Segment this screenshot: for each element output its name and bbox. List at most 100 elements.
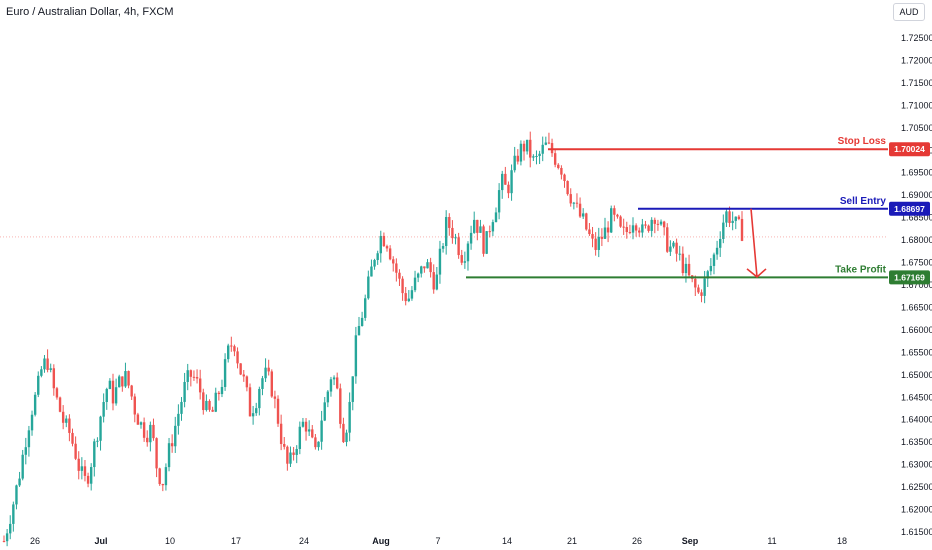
candle-body [80,466,84,471]
candle-body [634,225,638,231]
candle-body [441,246,445,249]
candle-body [329,379,333,392]
candle-body [572,202,576,204]
candle-body [164,467,168,486]
candle-body [628,232,632,234]
candle-body [650,219,653,231]
candle-body [360,317,364,326]
candle-body [317,441,320,448]
candle-body [86,475,90,484]
candle-body [588,229,591,235]
y-tick-label: 1.65500 [901,347,932,357]
level-price-label: 1.70024 [894,144,925,154]
currency-button[interactable]: AUD [893,3,925,21]
candle-body [339,388,342,424]
y-tick-label: 1.67500 [901,258,932,268]
candle-body [214,392,217,412]
candle-body [258,388,261,409]
candle-body [401,278,404,294]
candle-body [416,273,420,278]
candle-body [451,227,454,239]
candle-body [538,153,541,156]
candle-body [121,376,124,387]
candle-body [127,371,130,386]
candle-body [709,265,713,272]
y-tick-label: 1.72500 [901,33,932,43]
candle-body [647,225,650,231]
candle-body [255,408,258,414]
candle-body [494,212,498,223]
candle-body [348,401,351,433]
candle-body [273,396,277,399]
candle-body [139,422,143,425]
candle-body [52,368,56,389]
candle-body [532,156,535,158]
candle-body [12,504,15,524]
candle-body [550,143,554,154]
candle-body [438,248,442,275]
x-tick-label: Aug [372,536,390,546]
candle-body [242,374,245,377]
candle-body [158,468,161,485]
candle-body [111,380,115,404]
y-tick-label: 1.69500 [901,168,932,178]
candle-body [136,414,140,425]
candle-body [669,246,672,252]
candle-body [357,325,361,336]
candle-body [591,234,594,239]
candle-body [202,392,205,411]
candle-body [289,452,292,464]
candle-body [192,376,196,378]
candle-body [108,380,112,389]
candle-body [603,227,607,239]
candle-body [205,400,208,411]
candle-body [619,216,622,227]
candle-body [653,219,657,224]
candle-body [662,221,666,228]
candle-body [74,443,77,459]
candle-body [314,437,317,448]
candle-body [581,213,585,217]
candle-body [666,227,669,252]
x-tick-label: 24 [299,536,309,546]
y-tick-label: 1.64000 [901,415,932,425]
y-tick-label: 1.69000 [901,190,932,200]
candle-body [725,211,728,223]
candle-body [211,409,214,412]
y-tick-label: 1.68500 [901,213,932,223]
candle-body [734,216,737,221]
candle-body [525,139,529,152]
candle-body [155,438,158,469]
candle-body [678,253,681,255]
candle-body [519,143,523,162]
candle-body [694,278,697,288]
candle-body [198,378,202,393]
candle-body [482,226,485,254]
candle-body [392,259,395,264]
candle-body [510,170,513,194]
x-tick-label: Jul [94,536,107,546]
x-tick-label: 14 [502,536,512,546]
candle-body [385,246,389,249]
candle-body [326,391,330,403]
candle-body [675,242,678,254]
candle-body [522,143,526,152]
candle-body [65,418,68,423]
levels: Stop Loss 1.70024 Sell Entry 1.68697 Take Pr… [0,136,930,285]
candle-body [395,263,398,273]
candle-body [46,358,49,370]
candle-body [208,400,211,410]
candle-body [728,211,731,224]
candle-body [149,424,152,443]
candle-body [566,181,569,195]
candle-body [99,416,102,441]
y-tick-label: 1.65000 [901,370,932,380]
candle-body [610,208,613,233]
candle-body [426,262,429,269]
candle-body [706,271,709,279]
x-tick-label: 11 [767,536,776,546]
level-price-badge [889,201,930,216]
candle-body [161,484,165,486]
candle-body [96,440,99,442]
